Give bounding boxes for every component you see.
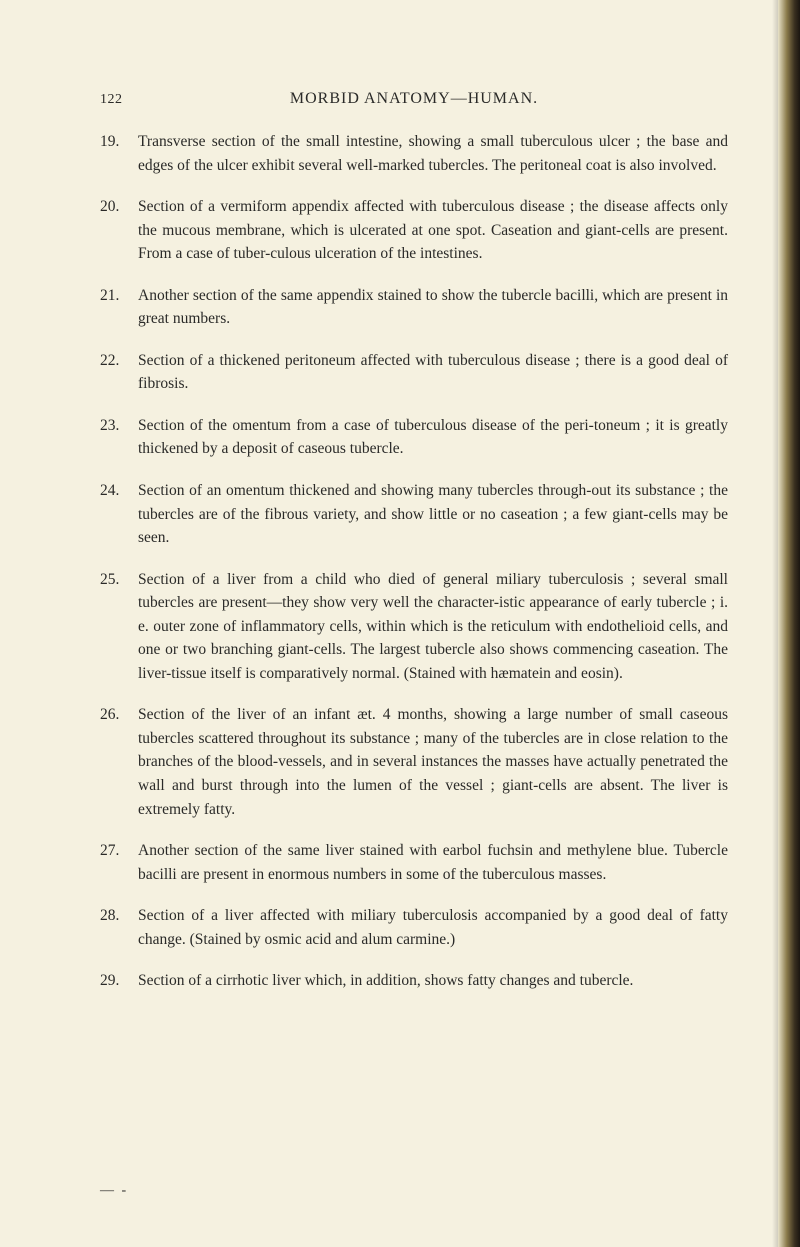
entry-number: 21. [100,284,138,308]
list-item: 26. Section of the liver of an infant æt… [100,703,728,821]
list-item: 20. Section of a vermiform appendix affe… [100,195,728,266]
entry-text: Another section of the same liver staine… [138,839,728,886]
entry-number: 27. [100,839,138,863]
entry-number: 19. [100,130,138,154]
list-item: 29. Section of a cirrhotic liver which, … [100,969,728,993]
entry-number: 23. [100,414,138,438]
entries-list: 19. Transverse section of the small inte… [100,130,728,993]
page-binding-edge [778,0,800,1247]
page-title: MORBID ANATOMY—HUMAN. [138,90,728,108]
page-number: 122 [100,92,138,108]
list-item: 22. Section of a thickened peritoneum af… [100,349,728,396]
entry-number: 29. [100,969,138,993]
entry-text: Transverse section of the small intestin… [138,130,728,177]
entry-text: Section of a cirrhotic liver which, in a… [138,969,728,993]
entry-text: Section of a vermiform appendix affected… [138,195,728,266]
list-item: 28. Section of a liver affected with mil… [100,904,728,951]
entry-text: Section of the liver of an infant æt. 4 … [138,703,728,821]
page-header: 122 MORBID ANATOMY—HUMAN. [100,90,728,108]
entry-text: Section of a thickened peritoneum affect… [138,349,728,396]
list-item: 21. Another section of the same appendix… [100,284,728,331]
list-item: 25. Section of a liver from a child who … [100,568,728,686]
entry-number: 25. [100,568,138,592]
entry-number: 20. [100,195,138,219]
list-item: 23. Section of the omentum from a case o… [100,414,728,461]
list-item: 19. Transverse section of the small inte… [100,130,728,177]
footer-mark: — - [100,1183,128,1199]
entry-number: 24. [100,479,138,503]
entry-text: Section of an omentum thickened and show… [138,479,728,550]
list-item: 27. Another section of the same liver st… [100,839,728,886]
entry-text: Another section of the same appendix sta… [138,284,728,331]
entry-text: Section of a liver from a child who died… [138,568,728,686]
entry-number: 26. [100,703,138,727]
entry-text: Section of a liver affected with miliary… [138,904,728,951]
entry-number: 22. [100,349,138,373]
entry-number: 28. [100,904,138,928]
entry-text: Section of the omentum from a case of tu… [138,414,728,461]
list-item: 24. Section of an omentum thickened and … [100,479,728,550]
